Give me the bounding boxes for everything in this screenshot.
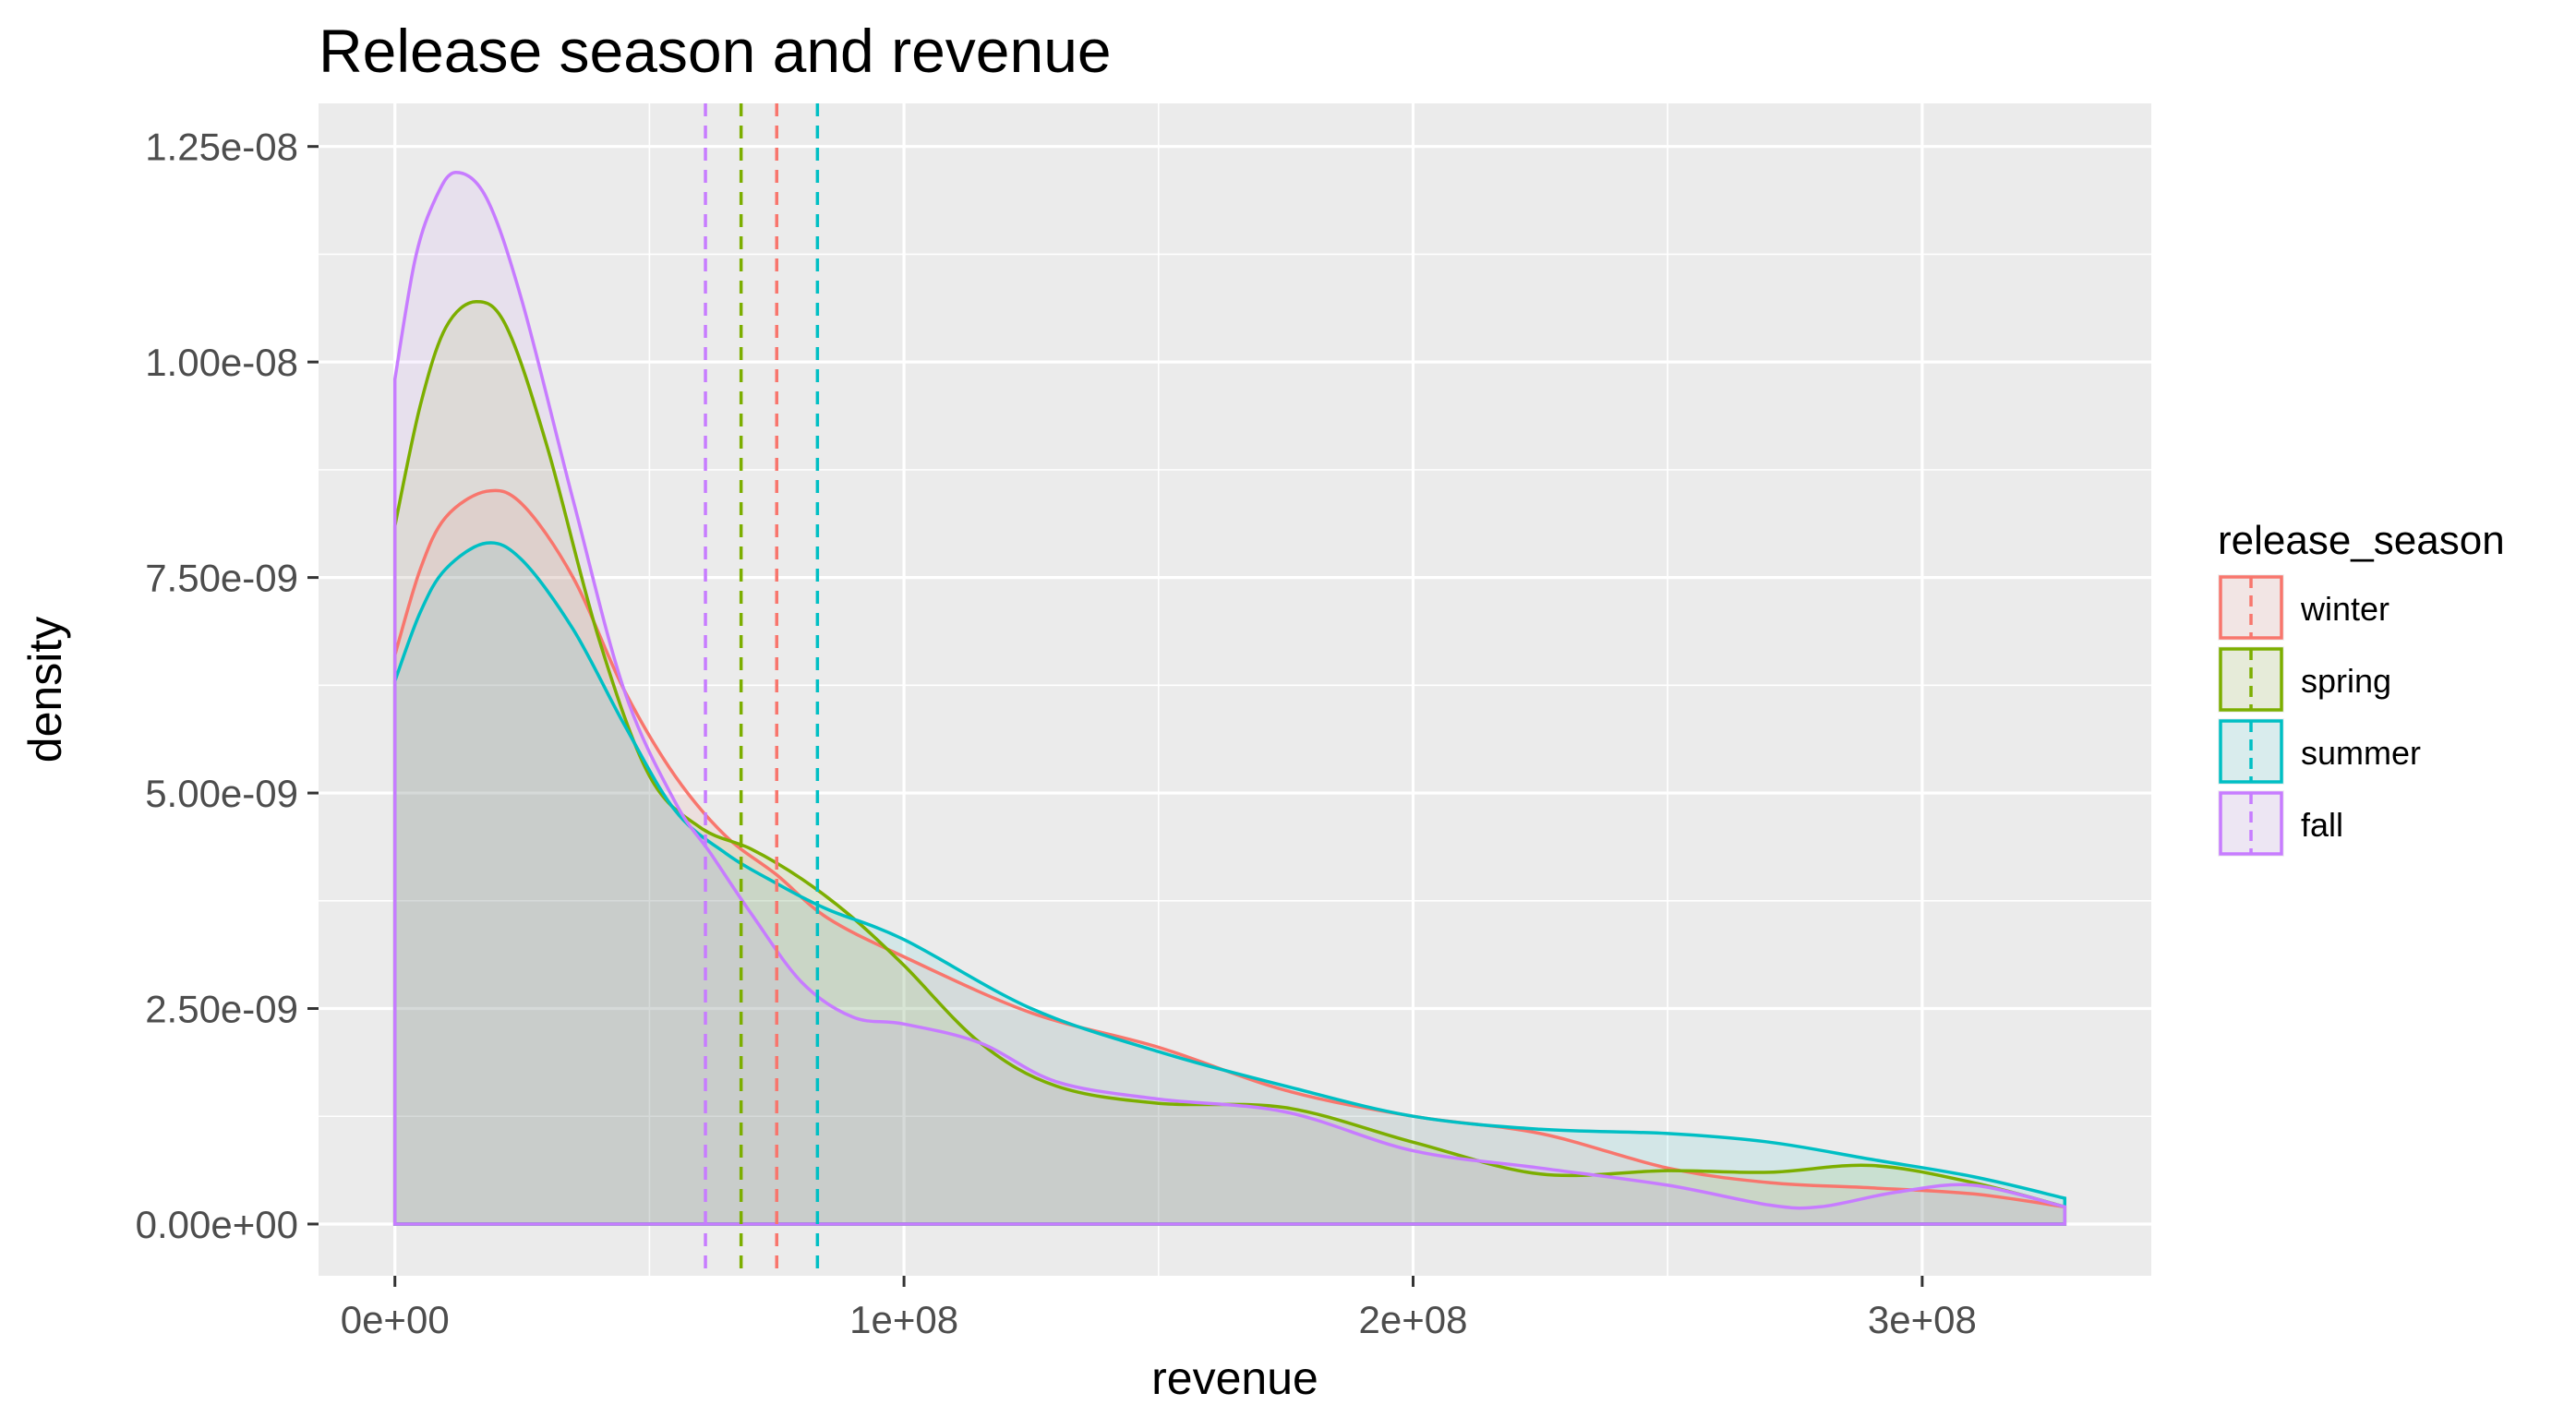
legend-item-summer: summer: [2218, 718, 2421, 785]
y-axis-label: density: [19, 617, 71, 763]
legend-label: summer: [2301, 734, 2421, 772]
legend-label: fall: [2301, 806, 2343, 844]
density-line-winter: [392, 488, 2067, 1226]
y-tick-label: 0.00e+00: [136, 1203, 298, 1246]
mean-lines: [704, 103, 820, 1276]
x-axis-label: revenue: [1151, 1352, 1318, 1404]
chart-title: Release season and revenue: [319, 17, 1112, 85]
x-tick-label: 1e+08: [849, 1298, 958, 1341]
area-fall: [394, 172, 2065, 1225]
legend-key-fall: [2219, 791, 2283, 856]
density-line-summer: [392, 541, 2067, 1226]
y-tick-label: 1.25e-08: [145, 126, 298, 169]
legend: release_season winter spring summer fall: [2218, 518, 2505, 857]
y-tick-label: 1.00e-08: [145, 341, 298, 384]
area-winter: [394, 490, 2065, 1224]
x-tick-label: 2e+08: [1359, 1298, 1468, 1341]
density-line-fall: [392, 170, 2067, 1226]
axes: 0e+00 1e+08 2e+08 3e+08 0.00e+00 2.50e-09 5.00…: [136, 126, 1977, 1341]
density-lines: [392, 170, 2067, 1226]
legend-title: release_season: [2218, 518, 2505, 563]
legend-label: winter: [2300, 590, 2389, 628]
x-tick-label: 3e+08: [1868, 1298, 1977, 1341]
y-tick-label: 7.50e-09: [145, 557, 298, 600]
legend-item-spring: spring: [2218, 646, 2391, 713]
legend-item-winter: winter: [2218, 574, 2389, 641]
density-line-spring: [392, 300, 2067, 1226]
x-tick-label: 0e+00: [341, 1298, 450, 1341]
y-tick-label: 5.00e-09: [145, 772, 298, 815]
area-summer: [394, 543, 2065, 1224]
y-tick-label: 2.50e-09: [145, 988, 298, 1031]
legend-item-fall: fall: [2218, 790, 2343, 857]
legend-label: spring: [2301, 662, 2391, 700]
